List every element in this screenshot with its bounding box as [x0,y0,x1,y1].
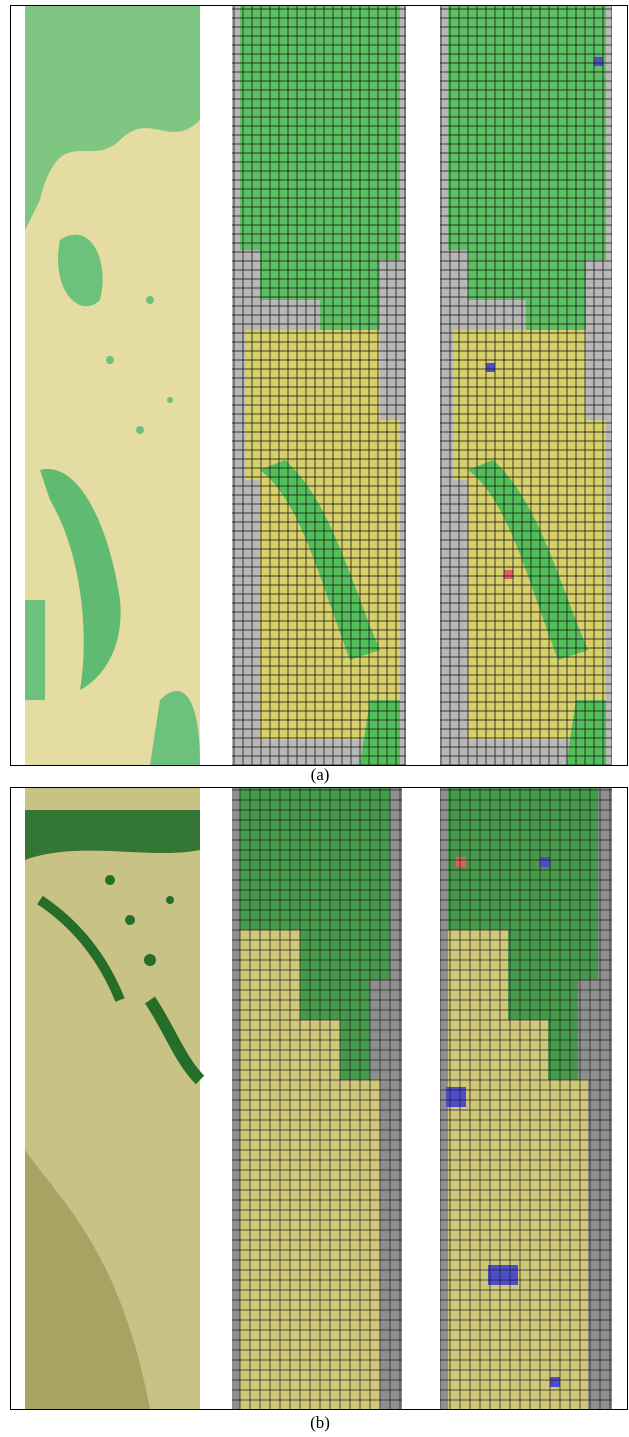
source-image [25,788,200,1409]
panel-a [11,6,628,766]
caption: (a) [311,765,330,784]
caption: (b) [310,1413,330,1432]
grid-map-1 [232,788,402,1409]
grid-map-2 [440,6,612,765]
figure: (a) (b) [0,0,629,1437]
grid-map-2 [440,788,612,1409]
grid-map-1 [232,6,406,765]
panel-b [11,788,628,1410]
source-image [25,6,200,765]
